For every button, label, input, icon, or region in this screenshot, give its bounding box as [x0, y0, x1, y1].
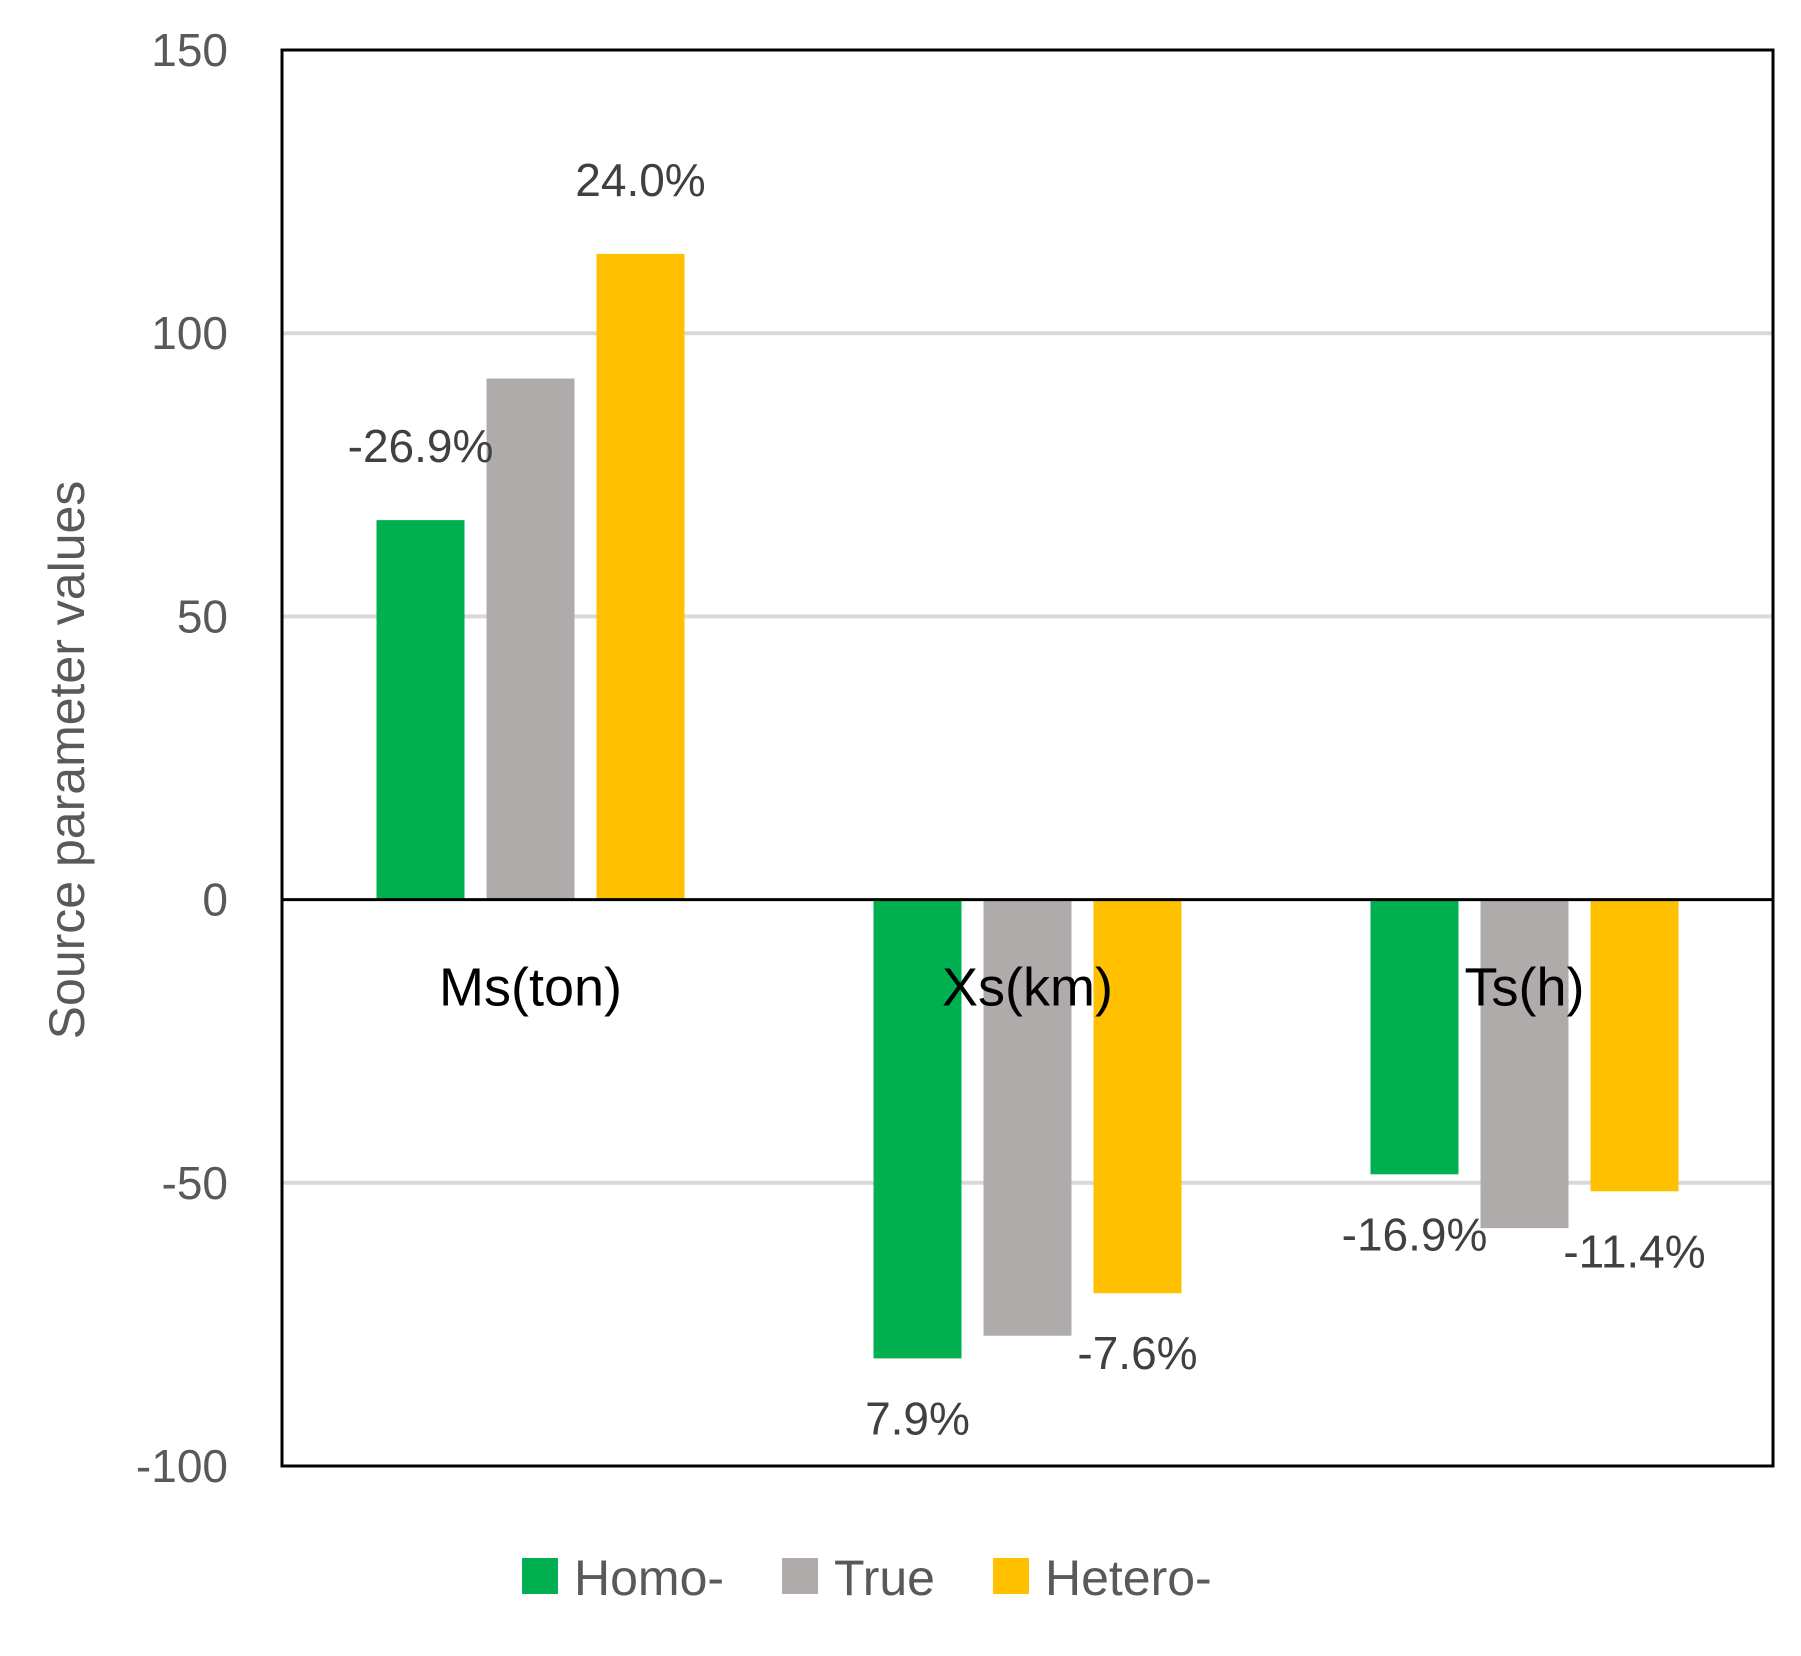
bar-true-2: [983, 899, 1072, 1336]
axes: [280, 48, 1775, 1468]
y-tick-labels: -100 -50 0 50 100 150: [136, 24, 228, 1492]
category-label: Ms(ton): [439, 958, 622, 1018]
bar-true-1: [486, 378, 575, 900]
y-tick-label: -50: [162, 1157, 228, 1209]
data-label: -11.4%: [1563, 1225, 1705, 1277]
y-tick-label: 100: [151, 307, 228, 359]
data-label: 7.9%: [865, 1392, 970, 1444]
data-label: 24.0%: [575, 154, 705, 206]
bar-homo-2: [873, 899, 962, 1359]
bar-hetero-1: [596, 253, 685, 900]
y-tick-label: 50: [177, 590, 228, 642]
bar-hetero-2: [1093, 899, 1182, 1294]
legend-swatch: [992, 1558, 1029, 1594]
y-tick-label: 0: [202, 874, 228, 926]
legend-entry: True: [834, 1550, 935, 1606]
category-label: Ts(h): [1465, 958, 1585, 1018]
bar-true-3: [1480, 899, 1569, 1229]
y-tick-label: -100: [136, 1440, 228, 1492]
category-labels: Ms(ton) Xs(km) Ts(h): [439, 958, 1585, 1018]
bar-hetero-3: [1590, 899, 1679, 1192]
bar-homo-3: [1370, 899, 1459, 1175]
data-label: -26.9%: [348, 420, 494, 472]
legend-swatch: [782, 1558, 819, 1594]
legend: Homo- True Hetero-: [522, 1550, 1212, 1606]
y-axis-label: Source parameter values: [39, 481, 95, 1040]
bar-homo-1: [376, 520, 465, 900]
data-label: -16.9%: [1342, 1208, 1488, 1260]
legend-entry: Homo-: [574, 1550, 724, 1606]
plot-border: [280, 48, 1775, 1468]
category-label: Xs(km): [942, 958, 1113, 1018]
y-tick-label: 150: [151, 24, 228, 76]
data-labels: -26.9% 24.0% 7.9% -7.6% -16.9% -11.4%: [348, 154, 1706, 1444]
legend-swatch: [522, 1558, 558, 1594]
data-label: -7.6%: [1077, 1327, 1197, 1379]
legend-entry: Hetero-: [1045, 1550, 1212, 1606]
bars: [376, 253, 1679, 1359]
